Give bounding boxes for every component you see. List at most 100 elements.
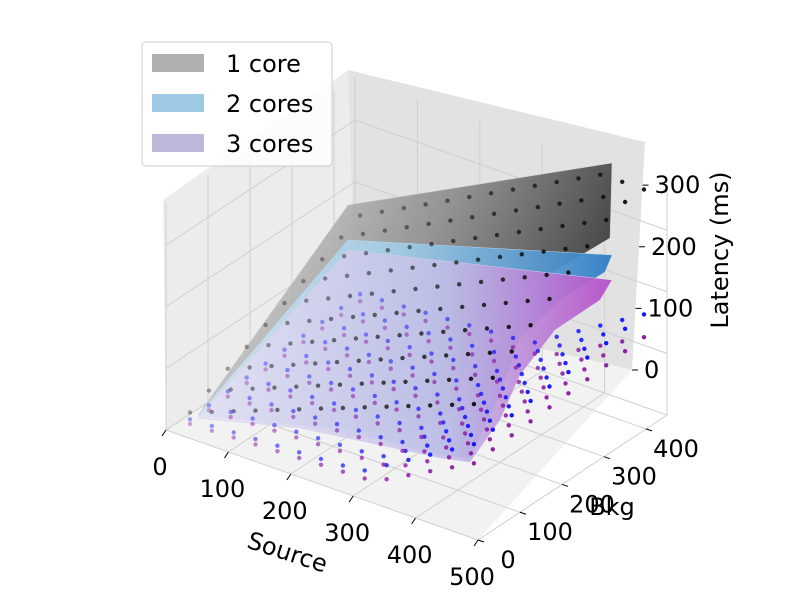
z-tick-label-0: 0 [644,356,659,384]
marker-2-cores-86 [475,382,481,388]
marker-2-cores-1 [206,403,212,408]
marker-3-cores-38 [404,332,409,337]
marker-3-cores-116 [541,385,546,390]
marker-2-cores-72 [378,435,383,440]
marker-3-cores-137 [604,363,609,368]
marker-1-core-139 [641,187,647,192]
legend-label-2-cores: 2 cores [226,90,313,118]
marker-1-core-94 [460,304,465,310]
marker-2-cores-106 [519,371,524,377]
marker-2-cores-12 [247,395,252,401]
marker-3-cores-84 [438,420,443,426]
marker-2-cores-89 [532,340,537,345]
marker-3-cores-96 [497,393,503,398]
marker-1-core-16 [323,276,328,281]
marker-1-core-48 [426,221,431,227]
marker-2-cores-67 [451,357,456,363]
marker-2-cores-31 [272,422,277,428]
marker-3-cores-10 [209,428,214,433]
marker-3-cores-24 [307,380,312,385]
marker-1-core-114 [503,300,508,306]
marker-2-cores-44 [350,387,356,392]
marker-1-core-111 [446,377,452,382]
marker-1-core-54 [372,312,377,318]
marker-1-core-130 [471,401,477,407]
marker-2-cores-78 [491,349,497,355]
marker-3-cores-108 [557,361,562,366]
marker-1-core-42 [313,361,318,366]
marker-3-cores-130 [471,461,477,466]
marker-3-cores-39 [423,318,428,324]
marker-1-core-46 [388,268,393,273]
marker-1-core-91 [403,379,408,384]
marker-1-core-23 [288,341,293,346]
x-tick-label-0: 0 [152,453,167,481]
marker-2-cores-37 [385,338,390,344]
marker-1-core-90 [384,404,389,409]
x-tick-mark-5 [473,539,479,547]
marker-2-cores-76 [454,378,459,383]
marker-1-core-29 [401,205,406,211]
marker-1-core-129 [620,179,625,184]
marker-1-core-124 [525,298,530,304]
marker-2-cores-14 [285,367,290,373]
y-tick-label-4: 400 [653,435,699,463]
marker-2-cores-57 [429,351,434,356]
markers-1-core [187,172,647,415]
marker-2-cores-99 [554,334,559,339]
marker-1-core-73 [397,333,402,338]
marker-3-cores-85 [457,407,462,412]
x-tick-label-2: 200 [262,497,308,525]
marker-2-cores-20 [231,430,236,435]
marker-1-core-50 [297,407,302,412]
marker-1-core-9 [357,213,363,218]
marker-3-cores-65 [413,393,418,398]
marker-3-cores-126 [563,381,568,386]
marker-1-core-12 [247,365,252,370]
marker-3-cores-11 [228,414,233,420]
marker-3-cores-94 [460,421,465,426]
marker-2-cores-75 [435,392,440,397]
marker-1-core-55 [391,289,396,294]
marker-1-core-59 [467,194,472,200]
marker-1-core-132 [509,349,514,354]
marker-3-cores-53 [353,414,359,419]
marker-3-cores-71 [359,455,364,460]
marker-1-core-28 [382,228,388,233]
marker-3-cores-1 [206,408,212,413]
marker-1-core-37 [385,248,390,253]
x-tick-mark-2 [286,473,292,481]
marker-3-cores-89 [532,351,537,356]
marker-1-core-49 [445,198,450,203]
marker-2-cores-88 [513,354,519,359]
marker-3-cores-55 [391,386,396,392]
marker-2-cores-135 [566,369,571,375]
marker-2-cores-129 [620,317,625,323]
marker-2-cores-16 [323,340,328,345]
marker-3-cores-76 [454,386,459,391]
marker-2-cores-42 [313,415,318,420]
marker-1-core-126 [563,246,568,252]
marker-3-cores-26 [344,353,350,358]
marker-3-cores-59 [467,331,472,337]
marker-2-cores-104 [481,400,487,405]
marker-2-cores-77 [473,364,478,369]
marker-1-core-21 [250,386,255,391]
marker-1-core-27 [363,251,369,256]
marker-1-core-31 [272,385,277,390]
marker-1-core-61 [337,382,343,387]
marker-1-core-57 [429,241,434,247]
legend: 1 core 2 cores 3 cores [141,41,333,167]
marker-1-core-76 [454,260,459,265]
marker-2-cores-56 [410,365,415,370]
marker-1-core-99 [554,179,559,185]
marker-3-cores-83 [419,434,424,440]
marker-2-cores-46 [388,359,393,364]
marker-2-cores-117 [560,352,565,357]
marker-3-cores-42 [313,421,318,426]
marker-2-cores-83 [419,425,424,430]
marker-3-cores-48 [426,339,431,344]
marker-1-core-121 [468,376,474,381]
marker-3-cores-87 [494,379,500,384]
marker-3-cores-66 [432,379,437,385]
